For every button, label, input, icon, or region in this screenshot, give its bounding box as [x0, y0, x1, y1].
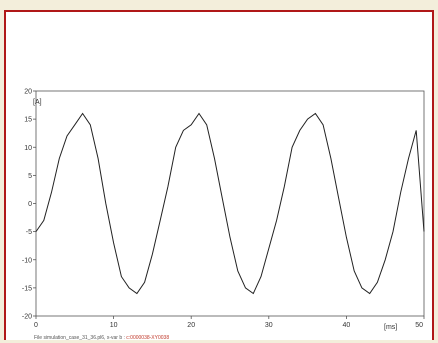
y-tick-label: -5	[26, 229, 32, 236]
blank-header-area	[6, 12, 432, 72]
x-tick-label: 30	[265, 322, 273, 329]
y-tick-label: 10	[24, 145, 32, 152]
y-axis-unit-label: [A]	[33, 99, 42, 106]
status-footer: File simulation_case_31_36.pl6, x-var b …	[34, 333, 424, 343]
x-tick-label: 20	[187, 322, 195, 329]
y-tick-label: 5	[28, 173, 32, 180]
x-axis-unit-label: [ms]	[384, 324, 397, 331]
x-tick-label: 0	[34, 322, 38, 329]
y-tick-label: 0	[28, 201, 32, 208]
y-axis-ticks: 20 15 10 5 0 -5 -10 -15 -20	[22, 89, 36, 321]
x-tick-label: 50	[415, 322, 423, 329]
y-tick-label: -15	[22, 285, 32, 292]
file-path-text: File simulation_case_31_36.pl6, x-var b …	[34, 335, 125, 341]
variable-id-text: c:0000038-XY0038	[126, 335, 170, 341]
x-axis-ticks: 0 10 20 30 40 50	[34, 316, 425, 329]
y-tick-label: 20	[24, 89, 32, 96]
y-tick-label: -10	[22, 257, 32, 264]
x-tick-label: 10	[110, 322, 118, 329]
y-tick-label: -20	[22, 314, 32, 321]
plot-area-border	[35, 90, 425, 317]
y-tick-label: 15	[24, 117, 32, 124]
x-tick-label: 40	[343, 322, 351, 329]
waveform-line	[35, 112, 425, 295]
